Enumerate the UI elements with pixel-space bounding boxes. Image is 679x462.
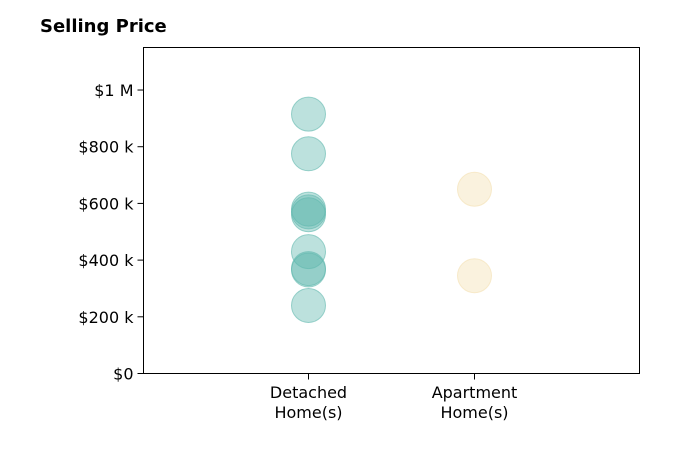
detached-data-point [291,252,326,288]
y-axis: $0 $200 k $400 k $600 k $800 k $1 M [78,81,144,384]
y-tick-label: $600 k [78,194,134,213]
plot-area [143,47,640,374]
apartment-data-point [457,171,492,207]
y-tick-label: $400 k [78,251,134,270]
apartment-data-point [457,258,492,294]
y-tick-label: $800 k [78,138,134,157]
y-tick-label: $200 k [78,308,134,327]
detached-data-point [291,287,326,323]
x-tick-label: Home(s) [274,403,342,422]
x-tick-label: Apartment [432,383,518,402]
detached-data-point [291,96,326,132]
detached-data-point [291,197,326,233]
chart-title: Selling Price [40,16,167,37]
y-tick-label: $1 M [94,81,133,100]
y-tick-label: $0 [113,365,133,384]
detached-data-point [291,136,326,172]
data-points [291,96,492,323]
x-tick-label: Detached [270,383,347,402]
x-tick-label: Home(s) [440,403,508,422]
